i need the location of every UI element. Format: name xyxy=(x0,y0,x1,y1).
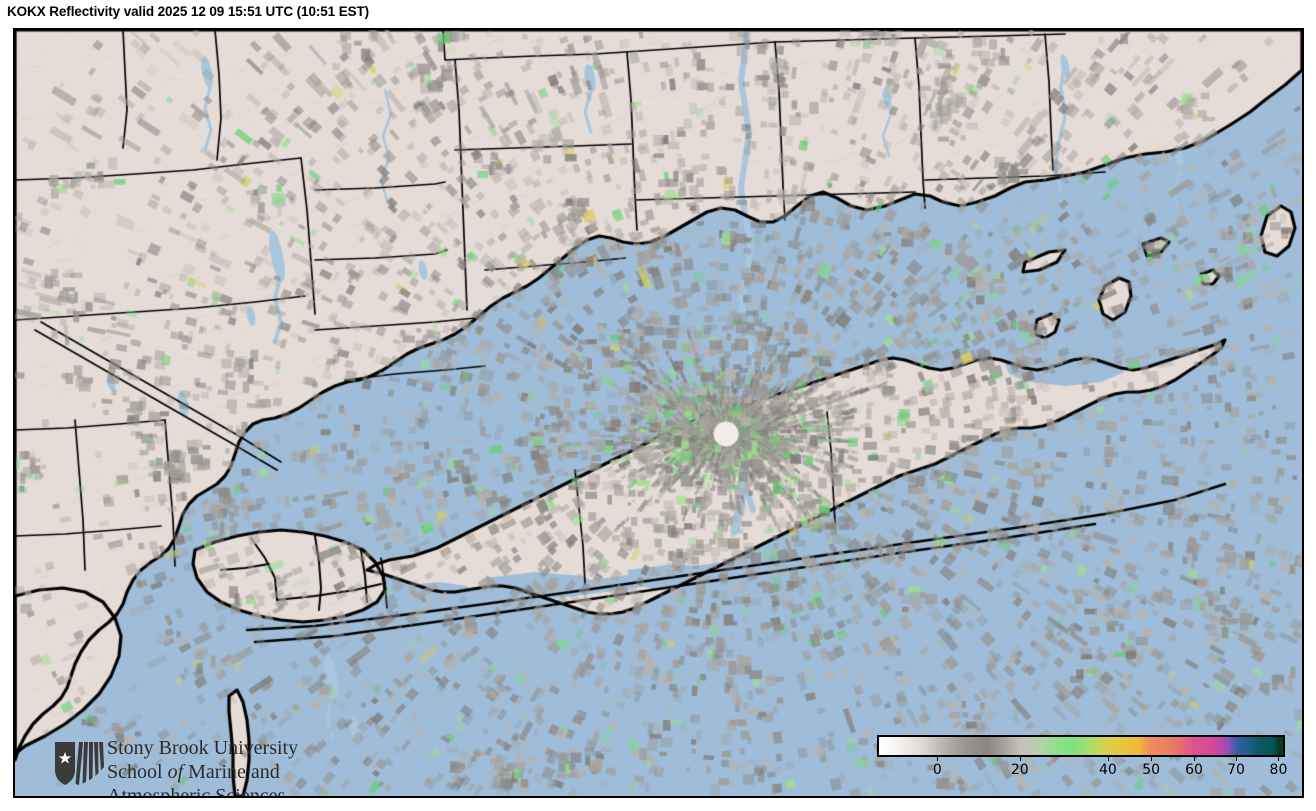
colorbar-tick-label: 40 xyxy=(1099,762,1117,778)
logo-line-2-post: Marine and xyxy=(183,761,280,783)
stony-brook-university-logo: Stony Brook University School of Marine … xyxy=(45,736,325,796)
colorbar-tick-label: 0 xyxy=(932,762,942,778)
logo-line-1: Stony Brook University xyxy=(107,737,299,759)
logo-line-2-pre: School xyxy=(107,761,168,783)
colorbar-tick xyxy=(1278,757,1280,761)
shield-icon xyxy=(55,742,104,785)
colorbar-tick-label: 50 xyxy=(1142,762,1161,778)
page-title: KOKX Reflectivity valid 2025 12 09 15:51… xyxy=(7,4,370,19)
colorbar-tick-label: 60 xyxy=(1185,762,1203,778)
logo-line-2-italic: of xyxy=(167,761,184,783)
colorbar-tick xyxy=(1236,757,1238,761)
logo-line-2: School of Marine and xyxy=(107,760,339,784)
map-frame[interactable]: Stony Brook University School of Marine … xyxy=(13,28,1304,798)
logo-text: Stony Brook University School of Marine … xyxy=(107,736,339,798)
reflectivity-colorbar: 0 20 40 50 60 70 80 xyxy=(877,735,1302,796)
colorbar-tick xyxy=(937,757,939,761)
colorbar-tick-label: 20 xyxy=(1010,762,1029,778)
colorbar-tick xyxy=(1151,757,1153,761)
radar-reflectivity-map[interactable] xyxy=(15,30,1302,796)
logo-line-3: Atmospheric Sciences xyxy=(107,785,286,798)
colorbar-tick xyxy=(1194,757,1196,761)
colorbar-tick-label: 80 xyxy=(1269,762,1288,778)
colorbar-gradient xyxy=(877,735,1285,757)
colorbar-tick xyxy=(1019,757,1021,761)
title-bar: KOKX Reflectivity valid 2025 12 09 15:51… xyxy=(0,0,1316,26)
colorbar-tick xyxy=(1107,757,1109,761)
colorbar-tick-label: 70 xyxy=(1227,762,1245,778)
